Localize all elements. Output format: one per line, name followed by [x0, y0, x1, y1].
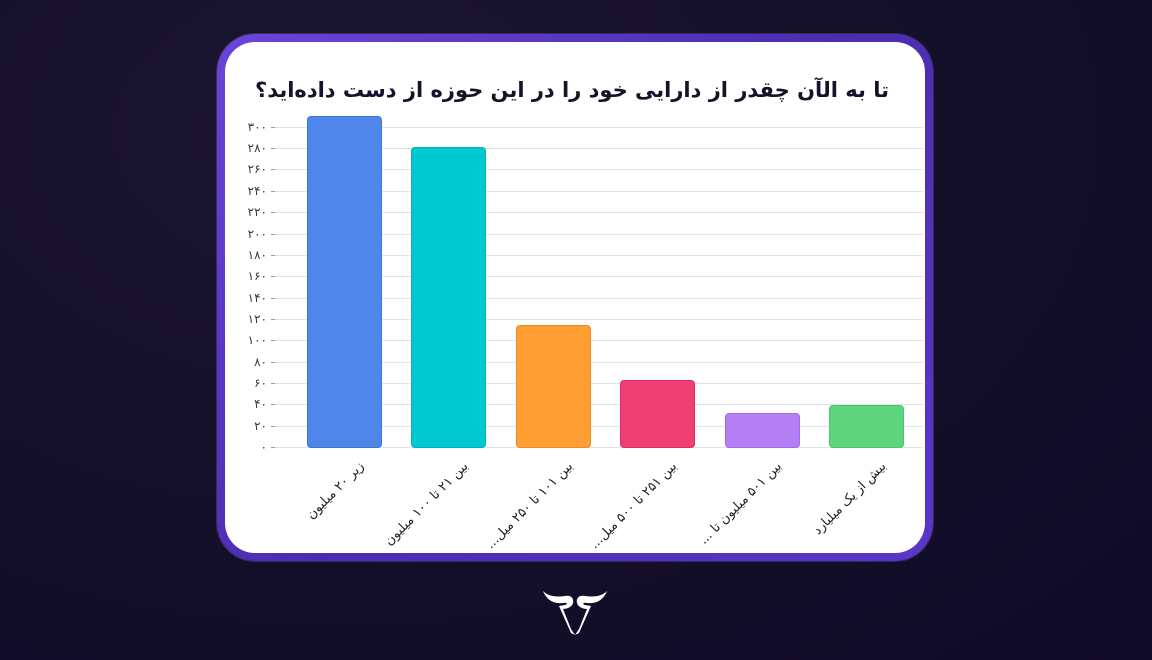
y-axis-tick-mark [271, 254, 277, 256]
chart-card: تا به الآن چقدر از دارایی خود را در این … [217, 34, 933, 561]
x-axis-category-label: بین ۱۰۱ تا ۲۵۰ میل... [483, 459, 577, 553]
y-axis-tick-mark [271, 233, 277, 235]
gridline [275, 382, 923, 384]
y-axis-tick-label: ۱۴۰ [247, 290, 267, 305]
gridline [275, 148, 923, 150]
bar-5[interactable] [725, 412, 800, 448]
gridline [275, 190, 923, 192]
gridline [275, 233, 923, 235]
y-axis-tick-label: ۱۰۰ [247, 333, 267, 348]
x-axis-category-label: زیر ۲۰ میلیون [303, 459, 368, 523]
gridline [275, 447, 923, 448]
y-axis-tick-mark [271, 212, 277, 214]
y-axis-tick-mark [271, 382, 277, 384]
y-axis-tick-label: ۲۴۰ [247, 183, 267, 198]
bar-1[interactable] [307, 116, 382, 448]
gridline [275, 404, 923, 406]
gridline [275, 126, 923, 128]
gridline [275, 297, 923, 299]
gridline [275, 254, 923, 256]
y-axis-tick-label: ۱۸۰ [247, 247, 267, 262]
gridline [275, 169, 923, 171]
y-axis-tick-mark [271, 190, 277, 192]
x-axis-category-label: بیش از یک میلیارد [810, 459, 890, 539]
y-axis-tick-mark [271, 404, 277, 406]
x-axis-category-label: بین ۲۱ تا ۱۰۰ میلیون [381, 459, 472, 549]
brand-logo-icon [543, 591, 607, 635]
bar-6[interactable] [829, 405, 904, 448]
y-axis-tick-mark [271, 126, 277, 128]
x-axis-category-label: بین ۵۰۱ میلیون تا ... [696, 459, 786, 548]
y-axis-tick-label: ۶۰ [254, 375, 267, 390]
y-axis-tick-mark [271, 318, 277, 320]
y-axis-tick-label: ۲۲۰ [247, 205, 267, 220]
y-axis-tick-mark [271, 276, 277, 278]
gridline [275, 276, 923, 278]
y-axis-tick-label: ۸۰ [254, 354, 267, 369]
bar-4[interactable] [620, 379, 695, 448]
bar-3[interactable] [516, 325, 591, 448]
y-axis-tick-mark [271, 340, 277, 342]
y-axis-tick-label: ۲۰۰ [247, 226, 267, 241]
bar-chart-plot: ۰ ۲۰ ۴۰ ۶۰ ۸۰ ۱۰۰ ۱۲۰ ۱۴۰ ۱۶۰ ۱۸۰ ۲۰۰ ۲۲۰ ۲۴۰ ۲۶۰ ۲۸۰ ۳… [225, 42, 925, 553]
gridline [275, 425, 923, 427]
chart-title: تا به الآن چقدر از دارایی خود را در این … [255, 78, 889, 102]
gridline [275, 361, 923, 363]
y-axis-tick-label: ۱۲۰ [247, 311, 267, 326]
gridline [275, 318, 923, 320]
chart-card-body: تا به الآن چقدر از دارایی خود را در این … [225, 42, 925, 553]
gridline [275, 340, 923, 342]
gridline [275, 212, 923, 214]
y-axis-tick-label: ۰ [260, 440, 267, 454]
y-axis-tick-mark [271, 297, 277, 299]
y-axis-tick-mark [271, 425, 277, 427]
y-axis-tick-label: ۱۶۰ [247, 269, 267, 284]
y-axis-tick-label: ۳۰۰ [247, 119, 267, 134]
y-axis-tick-mark [271, 447, 277, 448]
y-axis-tick-mark [271, 361, 277, 363]
y-axis-tick-label: ۲۸۰ [247, 141, 267, 156]
y-axis-tick-label: ۴۰ [254, 397, 267, 412]
y-axis-tick-label: ۲۶۰ [247, 162, 267, 177]
bar-2[interactable] [411, 146, 486, 448]
x-axis-category-label: بین ۲۵۱ تا ۵۰۰ میل... [587, 459, 681, 553]
y-axis-tick-label: ۲۰ [254, 418, 267, 433]
y-axis-tick-mark [271, 148, 277, 150]
y-axis-tick-mark [271, 169, 277, 171]
